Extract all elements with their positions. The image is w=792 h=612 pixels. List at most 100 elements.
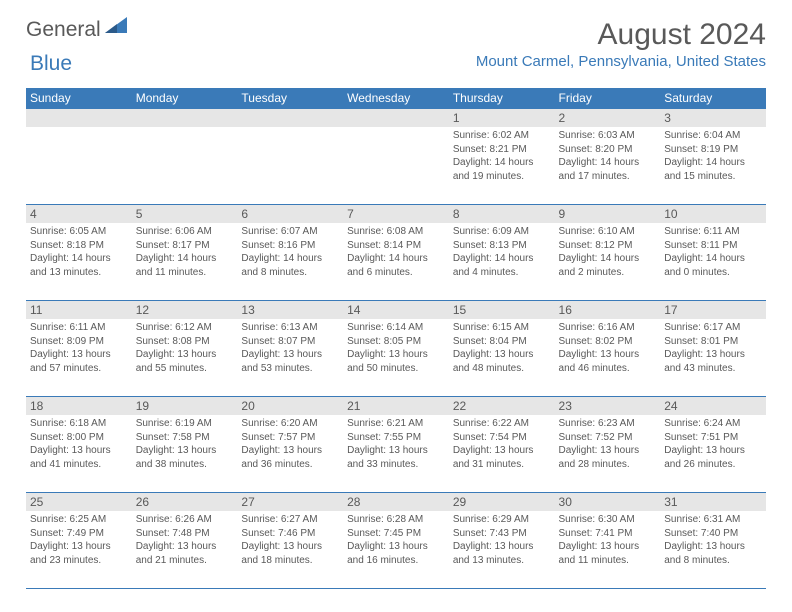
calendar-day-cell: 8Sunrise: 6:09 AMSunset: 8:13 PMDaylight… (449, 205, 555, 301)
sunrise-text: Sunrise: 6:30 AM (559, 513, 657, 527)
sunrise-text: Sunrise: 6:09 AM (453, 225, 551, 239)
daylight-text: Daylight: 13 hours and 55 minutes. (136, 348, 234, 375)
day-number: 12 (132, 301, 238, 319)
day-number: 29 (449, 493, 555, 511)
daylight-text: Daylight: 13 hours and 18 minutes. (241, 540, 339, 567)
sunset-text: Sunset: 8:21 PM (453, 143, 551, 157)
sunrise-text: Sunrise: 6:11 AM (30, 321, 128, 335)
sunset-text: Sunset: 8:13 PM (453, 239, 551, 253)
sunset-text: Sunset: 7:43 PM (453, 527, 551, 541)
day-number: 27 (237, 493, 343, 511)
calendar-day-cell: 28Sunrise: 6:28 AMSunset: 7:45 PMDayligh… (343, 493, 449, 589)
sunrise-text: Sunrise: 6:22 AM (453, 417, 551, 431)
sunset-text: Sunset: 8:11 PM (664, 239, 762, 253)
sunset-text: Sunset: 8:14 PM (347, 239, 445, 253)
day-content: Sunrise: 6:09 AMSunset: 8:13 PMDaylight:… (449, 223, 555, 281)
sunrise-text: Sunrise: 6:03 AM (559, 129, 657, 143)
day-content (237, 127, 343, 131)
day-content (26, 127, 132, 131)
day-number: 24 (660, 397, 766, 415)
sunrise-text: Sunrise: 6:04 AM (664, 129, 762, 143)
day-number: 5 (132, 205, 238, 223)
sunrise-text: Sunrise: 6:27 AM (241, 513, 339, 527)
sunrise-text: Sunrise: 6:14 AM (347, 321, 445, 335)
sunset-text: Sunset: 7:49 PM (30, 527, 128, 541)
sunset-text: Sunset: 8:19 PM (664, 143, 762, 157)
sunset-text: Sunset: 8:01 PM (664, 335, 762, 349)
day-number: 4 (26, 205, 132, 223)
calendar-week-row: 4Sunrise: 6:05 AMSunset: 8:18 PMDaylight… (26, 205, 766, 301)
day-content: Sunrise: 6:12 AMSunset: 8:08 PMDaylight:… (132, 319, 238, 377)
day-header: Sunday (26, 88, 132, 109)
daylight-text: Daylight: 14 hours and 11 minutes. (136, 252, 234, 279)
daylight-text: Daylight: 13 hours and 46 minutes. (559, 348, 657, 375)
daylight-text: Daylight: 13 hours and 16 minutes. (347, 540, 445, 567)
sunset-text: Sunset: 7:41 PM (559, 527, 657, 541)
day-number (132, 109, 238, 127)
sunset-text: Sunset: 7:58 PM (136, 431, 234, 445)
daylight-text: Daylight: 13 hours and 11 minutes. (559, 540, 657, 567)
sunset-text: Sunset: 7:45 PM (347, 527, 445, 541)
day-content: Sunrise: 6:29 AMSunset: 7:43 PMDaylight:… (449, 511, 555, 569)
sunset-text: Sunset: 8:07 PM (241, 335, 339, 349)
calendar-day-cell: 26Sunrise: 6:26 AMSunset: 7:48 PMDayligh… (132, 493, 238, 589)
sunset-text: Sunset: 8:20 PM (559, 143, 657, 157)
sunset-text: Sunset: 7:55 PM (347, 431, 445, 445)
calendar-day-cell: 12Sunrise: 6:12 AMSunset: 8:08 PMDayligh… (132, 301, 238, 397)
sunset-text: Sunset: 7:57 PM (241, 431, 339, 445)
day-number: 16 (555, 301, 661, 319)
day-number: 22 (449, 397, 555, 415)
sunset-text: Sunset: 7:46 PM (241, 527, 339, 541)
sunrise-text: Sunrise: 6:08 AM (347, 225, 445, 239)
daylight-text: Daylight: 14 hours and 19 minutes. (453, 156, 551, 183)
calendar-day-cell: 21Sunrise: 6:21 AMSunset: 7:55 PMDayligh… (343, 397, 449, 493)
day-number: 20 (237, 397, 343, 415)
daylight-text: Daylight: 14 hours and 15 minutes. (664, 156, 762, 183)
day-number: 8 (449, 205, 555, 223)
day-header: Saturday (660, 88, 766, 109)
sunrise-text: Sunrise: 6:25 AM (30, 513, 128, 527)
calendar-day-cell: 18Sunrise: 6:18 AMSunset: 8:00 PMDayligh… (26, 397, 132, 493)
daylight-text: Daylight: 14 hours and 2 minutes. (559, 252, 657, 279)
daylight-text: Daylight: 14 hours and 8 minutes. (241, 252, 339, 279)
calendar-day-cell: 4Sunrise: 6:05 AMSunset: 8:18 PMDaylight… (26, 205, 132, 301)
calendar-day-cell: 25Sunrise: 6:25 AMSunset: 7:49 PMDayligh… (26, 493, 132, 589)
day-number: 28 (343, 493, 449, 511)
day-content: Sunrise: 6:28 AMSunset: 7:45 PMDaylight:… (343, 511, 449, 569)
day-content: Sunrise: 6:06 AMSunset: 8:17 PMDaylight:… (132, 223, 238, 281)
day-number: 30 (555, 493, 661, 511)
daylight-text: Daylight: 13 hours and 38 minutes. (136, 444, 234, 471)
day-number: 9 (555, 205, 661, 223)
day-number: 31 (660, 493, 766, 511)
calendar-day-cell: 23Sunrise: 6:23 AMSunset: 7:52 PMDayligh… (555, 397, 661, 493)
calendar-week-row: 11Sunrise: 6:11 AMSunset: 8:09 PMDayligh… (26, 301, 766, 397)
calendar-day-cell: 19Sunrise: 6:19 AMSunset: 7:58 PMDayligh… (132, 397, 238, 493)
day-header: Friday (555, 88, 661, 109)
calendar-day-cell: 22Sunrise: 6:22 AMSunset: 7:54 PMDayligh… (449, 397, 555, 493)
calendar-day-cell (343, 109, 449, 205)
daylight-text: Daylight: 13 hours and 13 minutes. (453, 540, 551, 567)
day-number: 19 (132, 397, 238, 415)
sunrise-text: Sunrise: 6:10 AM (559, 225, 657, 239)
calendar-day-cell: 17Sunrise: 6:17 AMSunset: 8:01 PMDayligh… (660, 301, 766, 397)
sunrise-text: Sunrise: 6:11 AM (664, 225, 762, 239)
day-content: Sunrise: 6:11 AMSunset: 8:09 PMDaylight:… (26, 319, 132, 377)
daylight-text: Daylight: 13 hours and 28 minutes. (559, 444, 657, 471)
calendar-day-cell: 6Sunrise: 6:07 AMSunset: 8:16 PMDaylight… (237, 205, 343, 301)
calendar-table: Sunday Monday Tuesday Wednesday Thursday… (26, 88, 766, 589)
day-content: Sunrise: 6:26 AMSunset: 7:48 PMDaylight:… (132, 511, 238, 569)
sunrise-text: Sunrise: 6:06 AM (136, 225, 234, 239)
day-number: 1 (449, 109, 555, 127)
calendar-day-cell: 13Sunrise: 6:13 AMSunset: 8:07 PMDayligh… (237, 301, 343, 397)
sunrise-text: Sunrise: 6:16 AM (559, 321, 657, 335)
calendar-day-cell: 1Sunrise: 6:02 AMSunset: 8:21 PMDaylight… (449, 109, 555, 205)
logo-triangle-icon (105, 17, 127, 38)
day-header: Thursday (449, 88, 555, 109)
day-number: 17 (660, 301, 766, 319)
sunrise-text: Sunrise: 6:20 AM (241, 417, 339, 431)
calendar-day-cell: 24Sunrise: 6:24 AMSunset: 7:51 PMDayligh… (660, 397, 766, 493)
calendar-week-row: 25Sunrise: 6:25 AMSunset: 7:49 PMDayligh… (26, 493, 766, 589)
calendar-week-row: 1Sunrise: 6:02 AMSunset: 8:21 PMDaylight… (26, 109, 766, 205)
sunrise-text: Sunrise: 6:05 AM (30, 225, 128, 239)
sunset-text: Sunset: 8:02 PM (559, 335, 657, 349)
